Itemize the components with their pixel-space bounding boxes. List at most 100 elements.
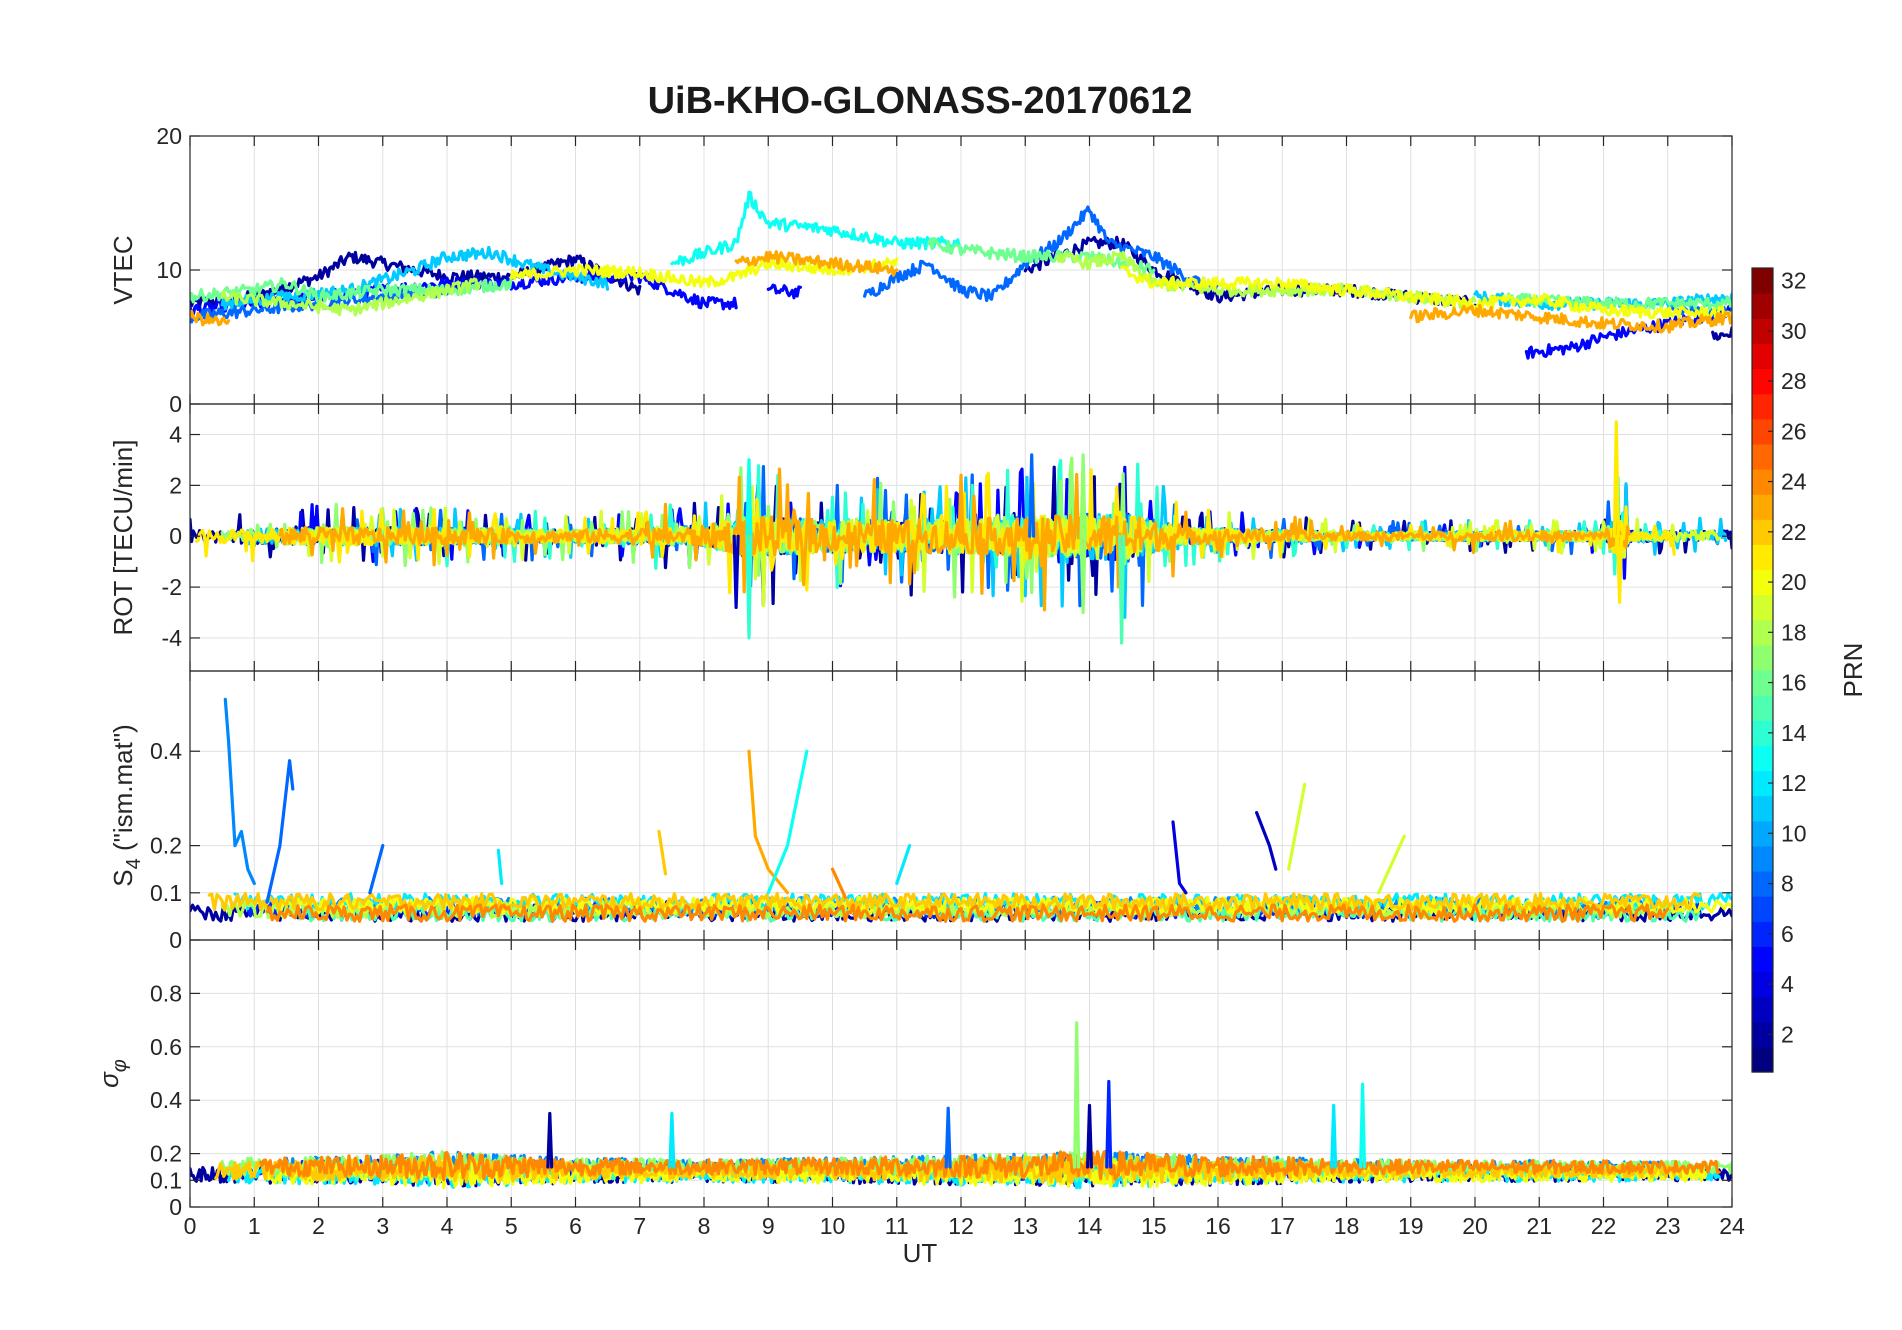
- colorbar-segment: [1752, 896, 1773, 922]
- y-tick-label: 0: [169, 391, 182, 417]
- colorbar-tick-label: 32: [1781, 268, 1807, 294]
- colorbar-tick-label: 14: [1781, 720, 1807, 746]
- x-tick-label: 2: [312, 1213, 325, 1239]
- y-tick-label: -4: [162, 625, 183, 651]
- colorbar-tick-label: 24: [1781, 469, 1807, 495]
- y-tick-label: -2: [162, 574, 182, 600]
- s4-spike: [1171, 820, 1188, 895]
- rot-spike: [732, 534, 740, 609]
- s4-spike: [830, 867, 847, 900]
- rot-trace-prn-21: [194, 468, 1676, 595]
- data-panel-2: [190, 420, 1732, 645]
- vtec-trace-prn-23: [734, 250, 899, 277]
- vtec-trace-prn-16: [1505, 292, 1732, 311]
- x-tick-label: 24: [1719, 1213, 1745, 1239]
- panel-2: -4 -2 0 2 4 ROT [TECU/min]: [108, 403, 1733, 672]
- x-tick-label: 23: [1655, 1213, 1681, 1239]
- x-tick-label: 4: [441, 1213, 454, 1239]
- x-tick-label: 9: [762, 1213, 775, 1239]
- x-axis-label: UT: [903, 1238, 938, 1268]
- colorbar-tick-label: 22: [1781, 519, 1807, 545]
- x-tick-label: 12: [948, 1213, 974, 1239]
- rot-spike: [1079, 534, 1087, 615]
- y-tick-label: 0.2: [150, 833, 182, 859]
- x-tick-label: 22: [1591, 1213, 1617, 1239]
- x-tick-label: 11: [885, 1213, 909, 1239]
- colorbar-tick-label: 28: [1781, 368, 1807, 394]
- vtec-trace-prn-5: [766, 283, 802, 300]
- colorbar-label: PRN: [1838, 643, 1868, 698]
- colorbar-segment: [1752, 644, 1773, 671]
- y-tick-label: 0.4: [150, 738, 182, 764]
- rot-spike: [1028, 453, 1036, 538]
- colorbar-segment: [1752, 443, 1773, 470]
- x-tick-label: 21: [1526, 1213, 1552, 1239]
- s4-spike: [895, 844, 912, 885]
- colorbar-tick-label: 2: [1781, 1021, 1794, 1047]
- y-tick-label: 0.1: [150, 880, 182, 906]
- x-tick-label: 17: [1269, 1213, 1295, 1239]
- data-panel-4: [190, 1021, 1732, 1190]
- data-panel-3: [190, 697, 1732, 923]
- x-tick-label: 5: [505, 1213, 518, 1239]
- colorbar-segment: [1752, 946, 1773, 973]
- rot-spike: [957, 473, 965, 538]
- vtec-trace-prn-16: [927, 237, 1156, 275]
- sigma-spike: [1330, 1103, 1338, 1169]
- sigma-spike: [546, 1111, 554, 1169]
- x-tick-label: 6: [569, 1213, 582, 1239]
- sigma-spike: [668, 1111, 676, 1169]
- colorbar-frame: [1751, 267, 1774, 1073]
- rot-spike: [1118, 534, 1126, 645]
- colorbar-segment: [1752, 1046, 1773, 1073]
- y-axis-label-panel-1: VTEC: [108, 235, 138, 304]
- x-tick-label: 8: [698, 1213, 711, 1239]
- x-tick-label: 19: [1398, 1213, 1424, 1239]
- sigma-spike: [1359, 1082, 1367, 1169]
- chart-title: UiB-KHO-GLONASS-20170612: [648, 80, 1193, 122]
- colorbar-segment: [1752, 393, 1773, 420]
- x-tick-label: 0: [184, 1213, 197, 1239]
- s4-spike: [657, 829, 668, 876]
- vtec-trace-prn-13: [670, 190, 963, 267]
- colorbar-segment: [1752, 318, 1773, 344]
- colorbar-segment: [1752, 519, 1773, 545]
- colorbar-segment: [1752, 368, 1773, 395]
- colorbar-tick-label: 26: [1781, 418, 1807, 444]
- colorbar-tick-label: 4: [1781, 971, 1794, 997]
- y-axis-label-panel-4: σφ: [94, 1059, 131, 1088]
- panel-4: 00.10.2 0.4 0.6 0.8 σφ: [94, 939, 1733, 1220]
- sigma-spike: [1105, 1079, 1113, 1169]
- s4-spike: [1255, 811, 1278, 871]
- vtec-trace-prn-18: [220, 277, 481, 317]
- colorbar-segment: [1752, 569, 1773, 596]
- colorbar-segment: [1752, 418, 1773, 445]
- x-tick-label: 7: [633, 1213, 646, 1239]
- colorbar-segment: [1752, 695, 1773, 721]
- s4-spike: [368, 844, 385, 895]
- x-tick-label: 20: [1462, 1213, 1488, 1239]
- data-panel-1: [190, 190, 1732, 360]
- s4-spike: [766, 749, 809, 895]
- colorbar-tick-label: 30: [1781, 318, 1807, 344]
- colorbar-segment: [1752, 770, 1773, 797]
- y-tick-label: 0.6: [150, 1034, 182, 1060]
- y-tick-label: 0: [169, 927, 182, 953]
- colorbar-segment: [1752, 745, 1773, 772]
- colorbar-tick-label: 16: [1781, 670, 1807, 696]
- y-tick-label: 0: [169, 1194, 182, 1220]
- vtec-trace-prn-23: [190, 309, 231, 327]
- colorbar-tick-label: 6: [1781, 921, 1794, 947]
- colorbar-segment: [1752, 594, 1773, 621]
- x-tick-label: 13: [1012, 1213, 1038, 1239]
- colorbar-segment: [1752, 293, 1773, 319]
- colorbar-segment: [1752, 1021, 1773, 1048]
- colorbar-segment: [1752, 544, 1773, 571]
- colorbar-segment: [1752, 871, 1773, 897]
- vtec-trace-prn-16: [190, 276, 513, 305]
- rot-spike: [1616, 534, 1624, 604]
- y-tick-label: 0.2: [150, 1141, 182, 1167]
- x-tick-label: 18: [1334, 1213, 1360, 1239]
- vtec-trace-prn-20: [1120, 264, 1732, 321]
